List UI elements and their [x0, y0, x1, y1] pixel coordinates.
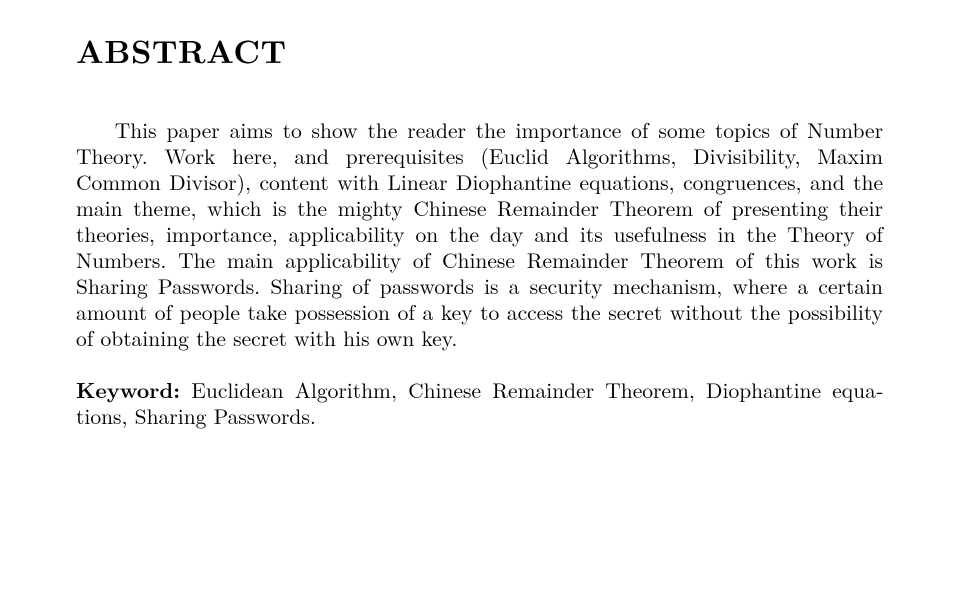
keyword-line: Keyword: Euclidean Algorithm, Chinese Re… — [76, 377, 883, 429]
abstract-body: This paper aims to show the reader the i… — [76, 117, 883, 351]
abstract-title: ABSTRACT — [76, 28, 883, 73]
page-container: ABSTRACT This paper aims to show the rea… — [0, 0, 959, 429]
keyword-text: Euclidean Algorithm, Chinese Remainder T… — [76, 375, 883, 431]
